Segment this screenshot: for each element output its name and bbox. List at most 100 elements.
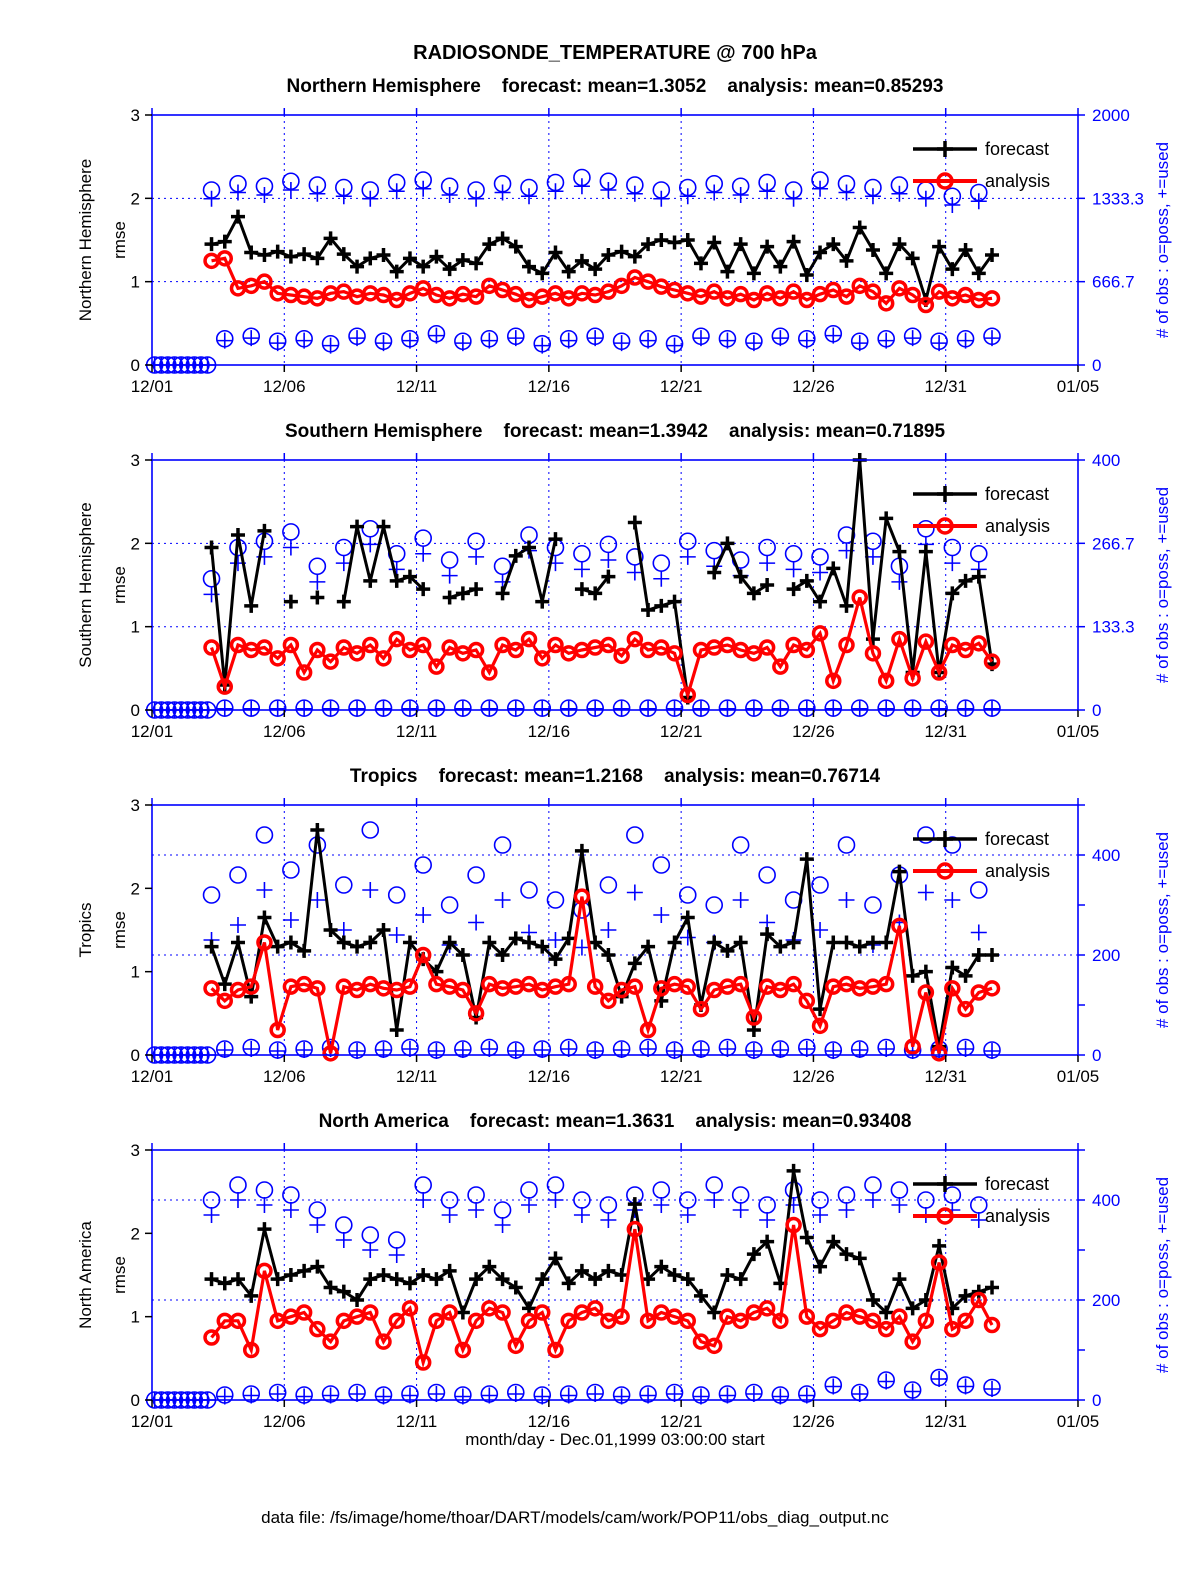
svg-text:12/11: 12/11 [396,1067,437,1086]
svg-text:12/21: 12/21 [660,1412,703,1431]
page-title: RADIOSONDE_TEMPERATURE @ 700 hPa [413,42,817,64]
y-axis-label-region-1: Southern Hemisphere [76,502,95,668]
svg-text:12/01: 12/01 [131,1412,174,1431]
svg-text:12/16: 12/16 [528,377,571,396]
legend-label-analysis: analysis [985,861,1050,881]
svg-text:133.3: 133.3 [1092,618,1135,637]
svg-text:12/16: 12/16 [528,1067,571,1086]
legend-label-forecast: forecast [985,1174,1049,1194]
svg-text:200: 200 [1092,946,1120,965]
legend: forecast analysis [913,1174,1050,1226]
svg-text:2000: 2000 [1092,106,1130,125]
analysis-series [203,1216,1001,1371]
subplot-tropics: 12/01 12/06 12/11 12/16 12/21 12/26 12/31 01/05… [131,796,1121,1086]
svg-text:0: 0 [131,1046,140,1065]
svg-text:12/11: 12/11 [396,1412,437,1431]
data-file-caption: data file: /fs/image/home/thoar/DART/mod… [261,1508,889,1527]
svg-text:0: 0 [1092,1046,1101,1065]
y-axis-label-region-2: Tropics [76,902,95,958]
legend: forecast analysis [913,139,1050,191]
svg-text:1: 1 [131,273,140,292]
svg-text:12/31: 12/31 [924,722,967,741]
svg-text:12/01: 12/01 [131,722,174,741]
y-axis-label-rmse-0: rmse [110,221,129,259]
y-axis-label-rmse-3: rmse [110,1256,129,1294]
svg-text:01/05: 01/05 [1057,1412,1100,1431]
svg-text:0: 0 [131,356,140,375]
subplot-north-america: 12/01 12/06 12/11 12/16 12/21 12/26 12/31 01/05… [131,1141,1121,1431]
axis-box: 12/01 12/06 12/11 12/16 12/21 12/26 12/31 01/05… [131,451,1135,741]
svg-text:12/16: 12/16 [528,1412,571,1431]
svg-text:400: 400 [1092,451,1120,470]
svg-text:1333.3: 1333.3 [1092,189,1144,208]
svg-text:3: 3 [131,796,140,815]
svg-text:12/16: 12/16 [528,722,571,741]
legend: forecast analysis [913,484,1050,536]
legend: forecast analysis [913,829,1050,881]
forecast-series [204,209,1000,307]
svg-text:12/01: 12/01 [131,377,174,396]
obs-used-markers [146,178,1001,373]
svg-text:12/21: 12/21 [660,1067,703,1086]
svg-text:3: 3 [131,106,140,125]
axis-box: 12/01 12/06 12/11 12/16 12/21 12/26 12/31 01/05… [131,796,1121,1086]
svg-text:12/26: 12/26 [792,1067,835,1086]
svg-text:12/31: 12/31 [924,1067,967,1086]
svg-text:400: 400 [1092,846,1120,865]
svg-text:12/11: 12/11 [396,722,437,741]
subplot-southern-hemisphere: 12/01 12/06 12/11 12/16 12/21 12/26 12/31 01/05… [131,451,1135,741]
svg-text:0: 0 [131,701,140,720]
svg-text:12/06: 12/06 [263,1067,306,1086]
y-axis-label-rmse-1: rmse [110,566,129,604]
svg-text:12/06: 12/06 [263,722,306,741]
forecast-series [204,1163,1000,1320]
svg-text:0: 0 [1092,1391,1101,1410]
svg-text:12/31: 12/31 [924,1412,967,1431]
right-axis-label-3: # of obs : o=poss, +=used [1153,1176,1172,1374]
forecast-series [204,453,1000,705]
svg-text:400: 400 [1092,1191,1120,1210]
svg-text:3: 3 [131,1141,140,1160]
subplot-northern-hemisphere: 12/01 12/06 12/11 12/16 12/21 12/26 12/31 01/05… [131,106,1144,396]
svg-text:2: 2 [131,189,140,208]
svg-text:2: 2 [131,879,140,898]
analysis-series [203,250,1001,314]
svg-text:2: 2 [131,1224,140,1243]
legend-label-forecast: forecast [985,484,1049,504]
svg-text:01/05: 01/05 [1057,377,1100,396]
legend-label-forecast: forecast [985,829,1049,849]
svg-text:12/06: 12/06 [263,377,306,396]
subplot-title-southern-hemisphere: Southern Hemisphere forecast: mean=1.394… [284,421,946,442]
svg-text:12/26: 12/26 [792,1412,835,1431]
legend-label-forecast: forecast [985,139,1049,159]
x-axis-label: month/day - Dec.01,1999 03:00:00 start [465,1430,765,1449]
gridlines [152,460,1078,710]
axis-box: 12/01 12/06 12/11 12/16 12/21 12/26 12/31 01/05… [131,1141,1121,1431]
y-axis-label-rmse-2: rmse [110,911,129,949]
right-axis-label-0: # of obs : o=poss, +=used [1153,141,1172,339]
svg-text:0: 0 [131,1391,140,1410]
svg-text:0: 0 [1092,356,1101,375]
legend-label-analysis: analysis [985,171,1050,191]
legend-label-analysis: analysis [985,1206,1050,1226]
svg-text:12/26: 12/26 [792,377,835,396]
y-axis-label-region-3: North America [76,1221,95,1329]
svg-text:200: 200 [1092,1291,1120,1310]
analysis-series [203,589,1001,704]
svg-text:01/05: 01/05 [1057,1067,1100,1086]
svg-text:12/31: 12/31 [924,377,967,396]
svg-text:2: 2 [131,534,140,553]
subplot-title-northern-hemisphere: Northern Hemisphere forecast: mean=1.305… [286,76,944,97]
right-axis-label-2: # of obs : o=poss, +=used [1153,831,1172,1029]
svg-text:3: 3 [131,451,140,470]
svg-text:12/11: 12/11 [396,377,437,396]
y-axis-label-region-0: Northern Hemisphere [76,158,95,322]
svg-text:1: 1 [131,618,140,637]
svg-text:12/21: 12/21 [660,722,703,741]
svg-text:01/05: 01/05 [1057,722,1100,741]
subplot-title-tropics: Tropics forecast: mean=1.2168 analysis: … [349,766,881,787]
axis-box: 12/01 12/06 12/11 12/16 12/21 12/26 12/31 01/05… [131,106,1144,396]
forecast-series [204,823,1000,1054]
